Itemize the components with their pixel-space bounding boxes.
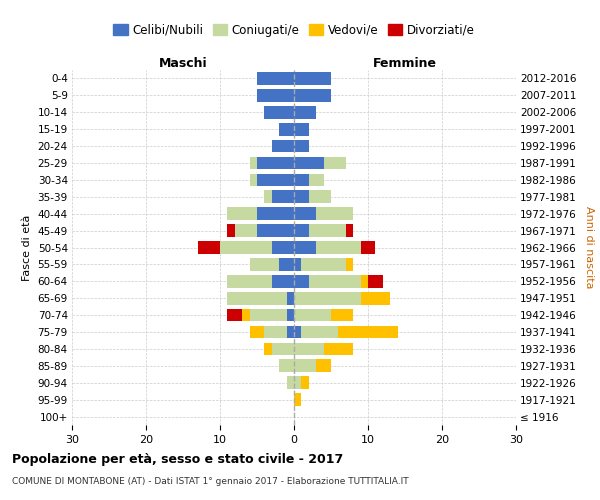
Bar [287,292,294,304]
Bar [198,241,220,254]
Bar [368,275,383,287]
Bar [294,106,316,118]
Bar [294,360,316,372]
Bar [272,190,294,203]
Bar [227,292,287,304]
Bar [250,326,265,338]
Bar [294,258,301,270]
Bar [346,224,353,237]
Bar [257,156,294,170]
Bar [294,326,301,338]
Bar [294,342,323,355]
Bar [257,208,294,220]
Bar [294,309,331,322]
Text: Femmine: Femmine [373,57,437,70]
Bar [316,360,331,372]
Bar [250,309,287,322]
Bar [301,376,309,389]
Bar [227,309,242,322]
Bar [361,292,390,304]
Legend: Celibi/Nubili, Coniugati/e, Vedovi/e, Divorziati/e: Celibi/Nubili, Coniugati/e, Vedovi/e, Di… [109,19,479,42]
Bar [294,394,301,406]
Bar [294,140,309,152]
Bar [257,72,294,85]
Bar [265,106,294,118]
Bar [294,123,309,136]
Bar [227,208,257,220]
Bar [257,224,294,237]
Bar [272,241,294,254]
Bar [279,258,294,270]
Bar [294,376,301,389]
Text: Popolazione per età, sesso e stato civile - 2017: Popolazione per età, sesso e stato civil… [12,452,343,466]
Bar [323,156,346,170]
Bar [294,241,316,254]
Bar [272,342,294,355]
Bar [235,224,257,237]
Text: Maschi: Maschi [158,57,208,70]
Bar [265,342,272,355]
Bar [257,89,294,102]
Bar [309,224,346,237]
Bar [309,174,323,186]
Bar [316,208,353,220]
Bar [294,275,309,287]
Y-axis label: Anni di nascita: Anni di nascita [584,206,593,289]
Text: COMUNE DI MONTABONE (AT) - Dati ISTAT 1° gennaio 2017 - Elaborazione TUTTITALIA.: COMUNE DI MONTABONE (AT) - Dati ISTAT 1°… [12,478,409,486]
Bar [250,258,279,270]
Bar [272,275,294,287]
Bar [309,275,361,287]
Bar [294,89,331,102]
Bar [309,190,331,203]
Bar [301,258,346,270]
Bar [265,190,272,203]
Bar [346,258,353,270]
Bar [220,241,272,254]
Bar [287,309,294,322]
Bar [361,275,368,287]
Bar [272,140,294,152]
Bar [361,241,376,254]
Bar [294,156,323,170]
Bar [294,174,309,186]
Bar [279,123,294,136]
Bar [294,190,309,203]
Bar [294,208,316,220]
Bar [294,224,309,237]
Bar [250,156,257,170]
Bar [316,241,361,254]
Bar [242,309,250,322]
Bar [227,275,272,287]
Bar [294,292,361,304]
Bar [279,360,294,372]
Bar [287,376,294,389]
Y-axis label: Fasce di età: Fasce di età [22,214,32,280]
Bar [257,174,294,186]
Bar [250,174,257,186]
Bar [294,72,331,85]
Bar [331,309,353,322]
Bar [323,342,353,355]
Bar [265,326,287,338]
Bar [301,326,338,338]
Bar [287,326,294,338]
Bar [338,326,398,338]
Bar [227,224,235,237]
